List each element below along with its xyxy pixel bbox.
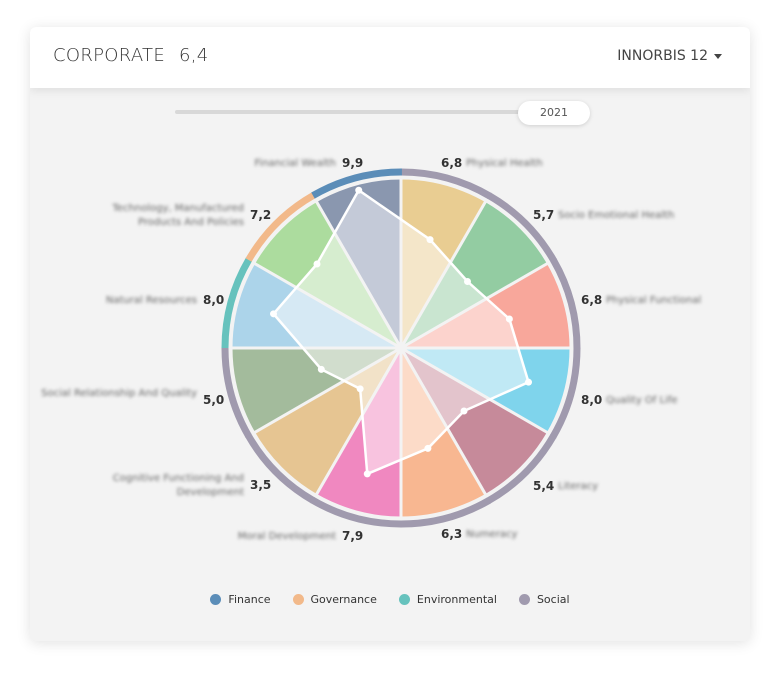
category-label: Technology, Manufactured Products And Po… <box>112 203 244 228</box>
value-label: 3,5 <box>250 478 272 492</box>
data-point <box>356 385 364 393</box>
group-ring-social <box>221 347 252 438</box>
group-ring-social <box>549 347 581 439</box>
segment-divider <box>399 347 488 496</box>
year-slider-track[interactable] <box>175 110 575 114</box>
group-ring-social <box>400 168 492 200</box>
group-ring-governance <box>245 192 316 262</box>
outer-border <box>229 176 573 520</box>
value-label: 5,0 <box>203 393 225 407</box>
legend-item-finance[interactable]: Finance <box>210 593 271 606</box>
chart-card: CORPORATE 6,4 INNORBIS 12 2021 <box>30 27 750 641</box>
group-ring-social <box>550 258 581 349</box>
category-label: Socio Emotional Health <box>558 210 675 221</box>
category-label: Physical Health <box>466 158 543 169</box>
legend-item-social[interactable]: Social <box>518 593 570 606</box>
data-point <box>505 315 513 323</box>
legend-label: Governance <box>310 593 377 606</box>
value-label: 6,3 <box>441 527 463 541</box>
value-label: 7,2 <box>250 208 272 222</box>
legend-item-environmental[interactable]: Environmental <box>398 593 497 606</box>
data-point <box>464 277 472 285</box>
category-label: Numeracy <box>466 529 518 540</box>
data-point <box>317 365 325 373</box>
data-point <box>269 310 277 318</box>
page-title: CORPORATE 6,4 <box>53 45 209 66</box>
year-slider-thumb[interactable]: 2021 <box>518 101 590 125</box>
value-label: 5,4 <box>533 479 555 493</box>
title-text: CORPORATE <box>53 45 166 66</box>
segment-divider <box>400 261 549 350</box>
legend-dot-icon <box>398 594 410 605</box>
group-ring-social <box>400 497 491 528</box>
legend-label: Environmental <box>416 593 497 606</box>
value-label: 8,0 <box>581 393 603 407</box>
group-ring-social <box>310 496 402 528</box>
legend: Finance Governance Environmental Social <box>0 593 780 606</box>
segment-divider <box>314 347 403 496</box>
legend-dot-icon <box>518 594 530 605</box>
group-ring-social <box>487 192 557 263</box>
data-point <box>424 444 432 452</box>
category-label: Physical Functional <box>606 295 702 306</box>
data-point <box>426 236 434 244</box>
legend-label: Finance <box>228 593 271 606</box>
data-point <box>363 470 371 478</box>
data-point <box>355 186 363 194</box>
segment-divider <box>399 200 488 349</box>
category-label: Moral Development <box>237 531 336 542</box>
category-label: Cognitive Functioning And Development <box>112 473 244 498</box>
segment-divider <box>314 200 403 349</box>
legend-dot-icon <box>210 594 222 605</box>
value-label: 7,9 <box>342 529 364 543</box>
category-label: Literacy <box>558 481 599 492</box>
segment-divider <box>400 346 549 435</box>
category-label: Natural Resources <box>105 295 197 306</box>
group-ring-social <box>486 434 557 504</box>
legend-label: Social <box>536 593 570 606</box>
caret-down-icon <box>714 53 722 59</box>
group-ring-social <box>245 433 315 504</box>
value-label: 6,8 <box>581 293 603 307</box>
card-header: CORPORATE 6,4 INNORBIS 12 <box>30 27 750 88</box>
group-ring-finance <box>311 168 402 199</box>
value-label: 5,7 <box>533 208 555 222</box>
segment-divider <box>253 261 402 350</box>
category-label: Quality Of Life <box>606 395 678 406</box>
overall-score: 6,4 <box>179 45 209 66</box>
value-label: 9,9 <box>342 156 364 170</box>
dropdown-label: INNORBIS 12 <box>617 48 708 64</box>
data-point <box>460 407 468 415</box>
model-dropdown[interactable]: INNORBIS 12 <box>617 48 722 64</box>
category-label: Social Relationship And Quality <box>41 388 197 399</box>
value-label: 6,8 <box>441 156 463 170</box>
value-label: 8,0 <box>203 293 225 307</box>
group-ring-environmental <box>221 257 253 349</box>
legend-dot-icon <box>292 594 304 605</box>
category-label: Financial Wealth <box>254 158 336 169</box>
data-point <box>313 260 321 268</box>
segment-divider <box>253 346 402 435</box>
data-point <box>525 378 533 386</box>
legend-item-governance[interactable]: Governance <box>292 593 377 606</box>
